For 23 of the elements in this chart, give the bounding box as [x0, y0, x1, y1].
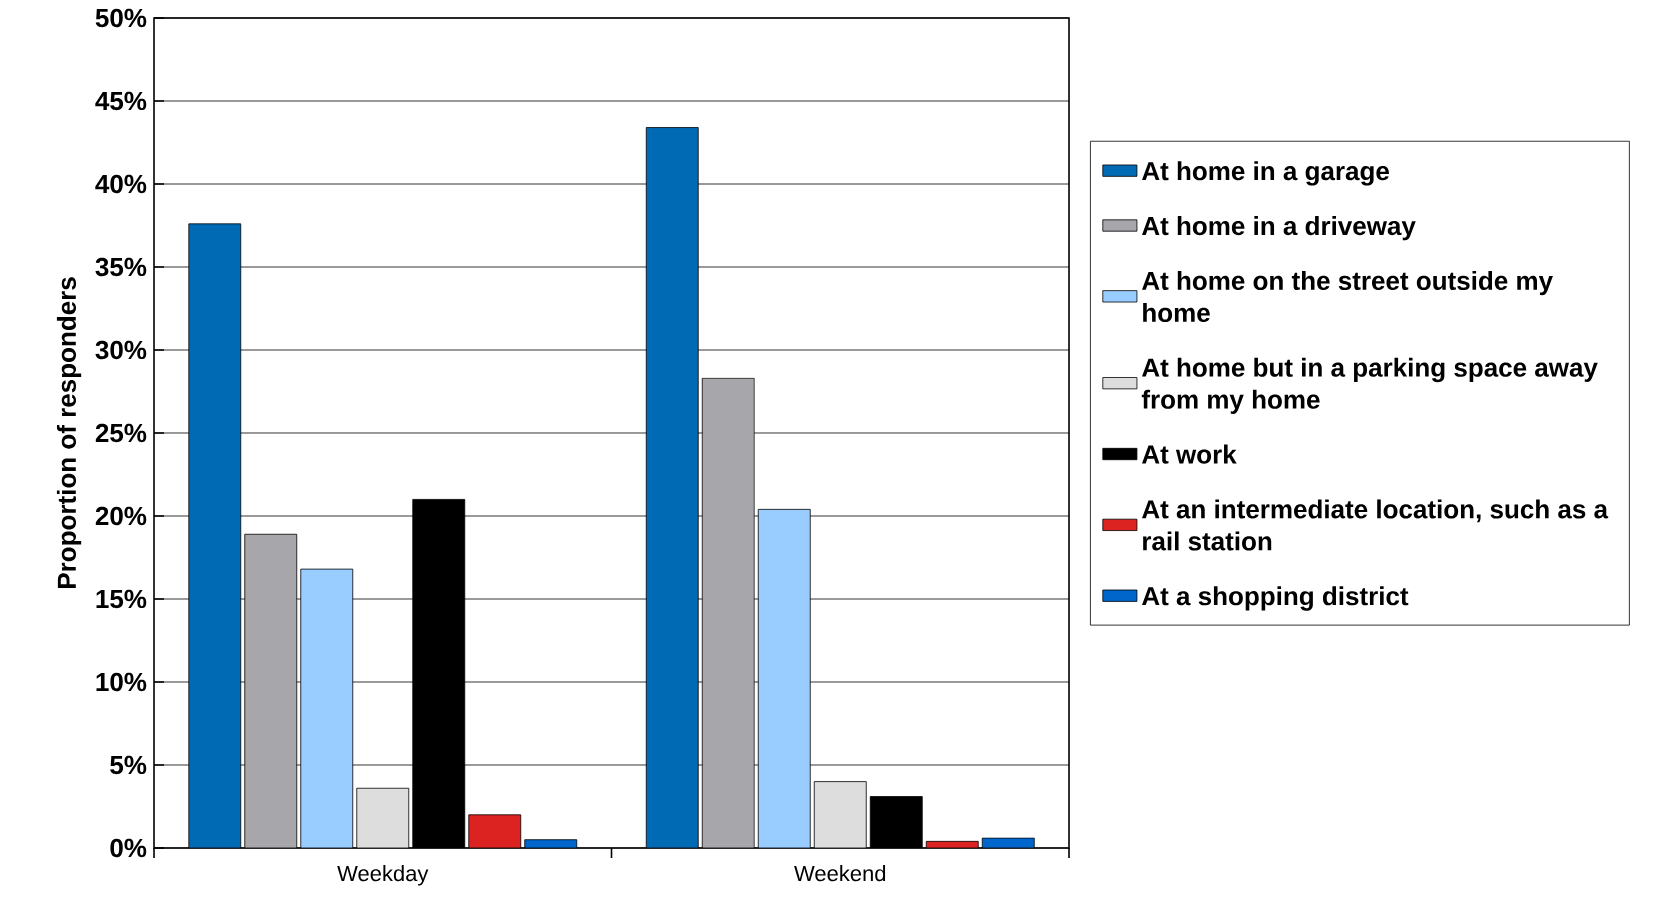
bar	[645, 127, 699, 848]
y-tick-label: 30%	[95, 340, 147, 360]
y-tick-label: 50%	[95, 8, 147, 28]
y-tick-label: 0%	[110, 838, 147, 858]
legend-label: At home on the street outside my home	[1142, 270, 1553, 323]
y-tick-label: 15%	[96, 589, 147, 609]
x-tick-label: Weekend	[794, 865, 886, 882]
y-tick-label: 25%	[95, 423, 147, 443]
bar	[188, 223, 242, 848]
y-axis-title: Proportion of responders	[56, 277, 82, 589]
y-tick-label: 40%	[95, 174, 147, 194]
legend-label: At home in a garage	[1142, 161, 1389, 186]
legend-label: At home but in a parking space away from my home	[1141, 357, 1598, 414]
y-tick-label: 20%	[95, 506, 147, 526]
legend-label: At home in a driveway	[1142, 216, 1416, 241]
y-tick-label: 35%	[95, 257, 147, 277]
legend-label: At a shopping district	[1142, 586, 1409, 611]
y-tick-label: 10%	[96, 672, 147, 692]
y-tick-label: 45%	[95, 91, 147, 111]
legend-label: At an intermediate location, such as a rail station	[1142, 499, 1609, 551]
x-tick-label: Weekday	[337, 865, 429, 886]
legend-label: At work	[1142, 444, 1237, 464]
y-tick-label: 5%	[110, 755, 147, 775]
